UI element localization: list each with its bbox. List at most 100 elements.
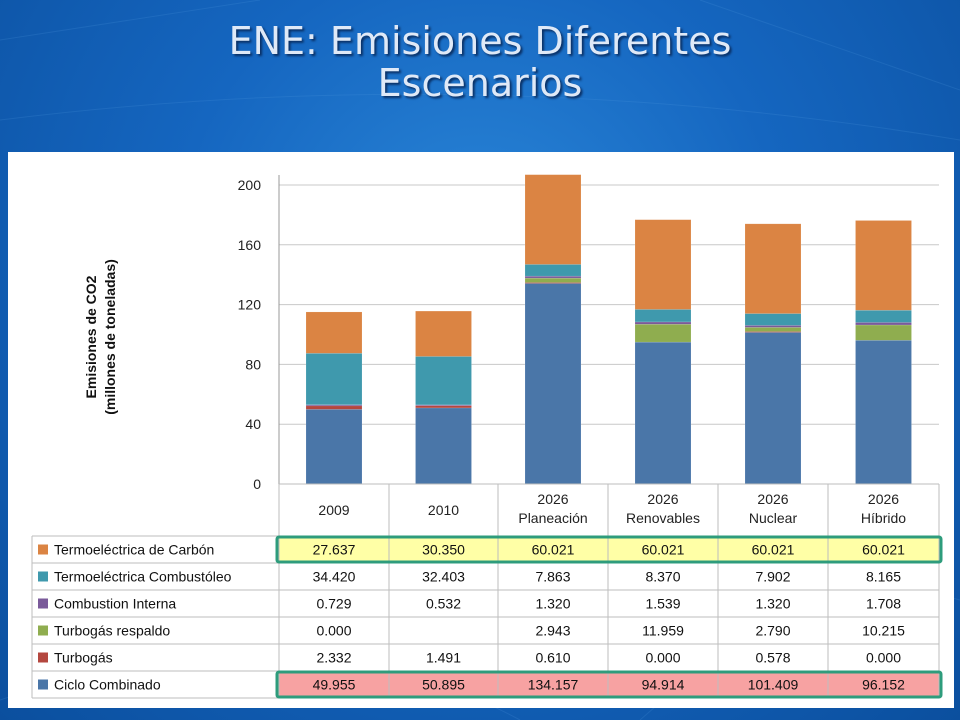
data-label-ciclo-combinado-4: 94.914	[642, 677, 685, 693]
data-label-ciclo-combinado-6: 96.152	[862, 677, 905, 693]
bar-ciclo-combinado-3	[524, 283, 582, 485]
row-highlight-border-ciclo-combinado	[275, 670, 943, 699]
bar-combustion-interna-3	[524, 275, 582, 279]
data-label-combustion-interna-5: 1.320	[755, 596, 790, 612]
y-tick-label: 120	[238, 297, 262, 313]
bar-combustion-interna-5	[744, 325, 802, 328]
bar-turbogas-2	[415, 405, 472, 409]
legend-key-turbogas-respaldo	[38, 625, 48, 636]
legend-key-ciclo-combinado	[38, 679, 48, 690]
data-label-termoelectrica-de-carbon-1: 27.637	[313, 542, 356, 558]
data-label-turbogas-respaldo-4: 11.959	[642, 623, 684, 639]
category-label: 2026	[868, 491, 899, 507]
data-label-ciclo-combinado-5: 101.409	[748, 677, 799, 693]
data-label-termoelectrica-combustoleo-2: 32.403	[422, 569, 465, 585]
legend-label-termoelectrica-combustoleo: Termoeléctrica Combustóleo	[54, 569, 232, 585]
category-label: Planeación	[518, 510, 587, 526]
chart-panel: 0 40 80 120 160 200 Emisiones de CO2 (millones …	[8, 152, 954, 708]
row-highlight-border-termoelectrica-de-carbon	[275, 535, 943, 564]
category-label: 2026	[537, 491, 568, 507]
bar-turbogas-1	[305, 405, 363, 410]
category-label: 2010	[428, 502, 459, 518]
bar-termoelectrica-de-carbon-6	[855, 220, 912, 311]
data-label-combustion-interna-4: 1.539	[645, 596, 680, 612]
bar-ciclo-combinado-6	[855, 340, 912, 485]
bar-termoelectrica-de-carbon-1	[305, 311, 363, 354]
data-label-termoelectrica-combustoleo-6: 8.165	[866, 569, 901, 585]
y-tick-label: 160	[238, 237, 262, 253]
legend-label-termoelectrica-de-carbon: Termoeléctrica de Carbón	[54, 542, 214, 558]
bar-termoelectrica-combustoleo-4	[634, 309, 692, 323]
bar-termoelectrica-de-carbon-2	[415, 310, 472, 357]
bar-termoelectrica-de-carbon-5	[744, 223, 802, 314]
y-tick-label: 200	[238, 177, 262, 193]
bar-termoelectrica-combustoleo-2	[415, 356, 472, 406]
data-label-turbogas-respaldo-3: 2.943	[535, 623, 570, 639]
y-tick-label: 40	[245, 416, 261, 432]
data-label-termoelectrica-de-carbon-6: 60.021	[862, 542, 905, 558]
legend-key-combustion-interna	[38, 598, 48, 609]
legend-label-turbogas-respaldo: Turbogás respaldo	[54, 623, 170, 639]
bar-combustion-interna-4	[634, 321, 692, 325]
data-label-termoelectrica-de-carbon-3: 60.021	[532, 542, 575, 558]
data-label-turbogas-respaldo-6: 10.215	[862, 623, 905, 639]
data-label-ciclo-combinado-1: 49.955	[313, 677, 356, 693]
bar-combustion-interna-6	[855, 322, 912, 326]
bar-termoelectrica-de-carbon-3	[524, 174, 582, 265]
category-label: 2026	[757, 491, 788, 507]
data-label-ciclo-combinado-3: 134.157	[528, 677, 579, 693]
slide-title-line-2: Escenarios	[377, 61, 583, 105]
data-label-termoelectrica-combustoleo-5: 7.902	[755, 569, 790, 585]
bar-turbogas-respaldo-4	[634, 323, 692, 343]
data-label-turbogas-1: 2.332	[316, 650, 351, 666]
bar-ciclo-combinado-2	[415, 407, 472, 485]
legend-label-turbogas: Turbogás	[54, 650, 113, 666]
bar-ciclo-combinado-5	[744, 332, 802, 485]
bar-turbogas-respaldo-6	[855, 324, 912, 341]
row-highlight-termoelectrica-de-carbon	[279, 536, 939, 563]
slide-title-line-1: ENE: Emisiones Diferentes	[228, 19, 732, 63]
bar-turbogas-respaldo-5	[744, 327, 802, 332]
slide-title: ENE: Emisiones Diferentes Escenarios	[0, 20, 960, 104]
data-label-termoelectrica-combustoleo-3: 7.863	[535, 569, 570, 585]
y-axis-label-line-1: Emisiones de CO2	[83, 275, 99, 398]
legend-key-termoelectrica-combustoleo	[38, 571, 48, 582]
data-label-turbogas-2: 1.491	[426, 650, 461, 666]
row-highlight-ciclo-combinado	[279, 671, 939, 698]
data-label-combustion-interna-3: 1.320	[535, 596, 570, 612]
data-label-turbogas-respaldo-5: 2.790	[755, 623, 790, 639]
legend-key-termoelectrica-de-carbon	[38, 544, 48, 555]
data-label-turbogas-3: 0.610	[535, 650, 570, 666]
data-label-termoelectrica-combustoleo-4: 8.370	[645, 569, 680, 585]
legend-key-turbogas	[38, 652, 48, 663]
bar-termoelectrica-combustoleo-3	[524, 264, 582, 277]
data-label-termoelectrica-de-carbon-2: 30.350	[422, 542, 465, 558]
bar-ciclo-combinado-1	[305, 409, 363, 485]
data-label-combustion-interna-6: 1.708	[866, 596, 901, 612]
data-label-combustion-interna-2: 0.532	[426, 596, 461, 612]
bar-ciclo-combinado-4	[634, 341, 692, 485]
data-label-combustion-interna-1: 0.729	[316, 596, 351, 612]
legend-label-ciclo-combinado: Ciclo Combinado	[54, 677, 161, 693]
data-label-turbogas-6: 0.000	[866, 650, 901, 666]
category-label: Nuclear	[749, 510, 798, 526]
data-label-turbogas-4: 0.000	[645, 650, 680, 666]
legend-label-combustion-interna: Combustion Interna	[54, 596, 176, 612]
category-label: Renovables	[626, 510, 700, 526]
bar-termoelectrica-de-carbon-4	[634, 219, 692, 310]
data-label-termoelectrica-de-carbon-5: 60.021	[752, 542, 795, 558]
category-label: Híbrido	[861, 510, 906, 526]
bar-termoelectrica-combustoleo-1	[305, 353, 363, 405]
data-label-turbogas-5: 0.578	[755, 650, 790, 666]
bar-termoelectrica-combustoleo-5	[744, 313, 802, 326]
data-label-ciclo-combinado-2: 50.895	[422, 677, 465, 693]
category-label: 2009	[318, 502, 349, 518]
y-tick-label: 0	[253, 476, 261, 492]
bar-turbogas-respaldo-3	[524, 277, 582, 283]
stacked-bar-chart: 0 40 80 120 160 200 Emisiones de CO2 (millones …	[31, 174, 943, 699]
y-axis-label-line-2: (millones de toneladas)	[102, 259, 118, 415]
y-tick-label: 80	[245, 356, 261, 372]
data-label-termoelectrica-de-carbon-4: 60.021	[642, 542, 685, 558]
data-label-turbogas-respaldo-1: 0.000	[316, 623, 351, 639]
category-label: 2026	[647, 491, 678, 507]
